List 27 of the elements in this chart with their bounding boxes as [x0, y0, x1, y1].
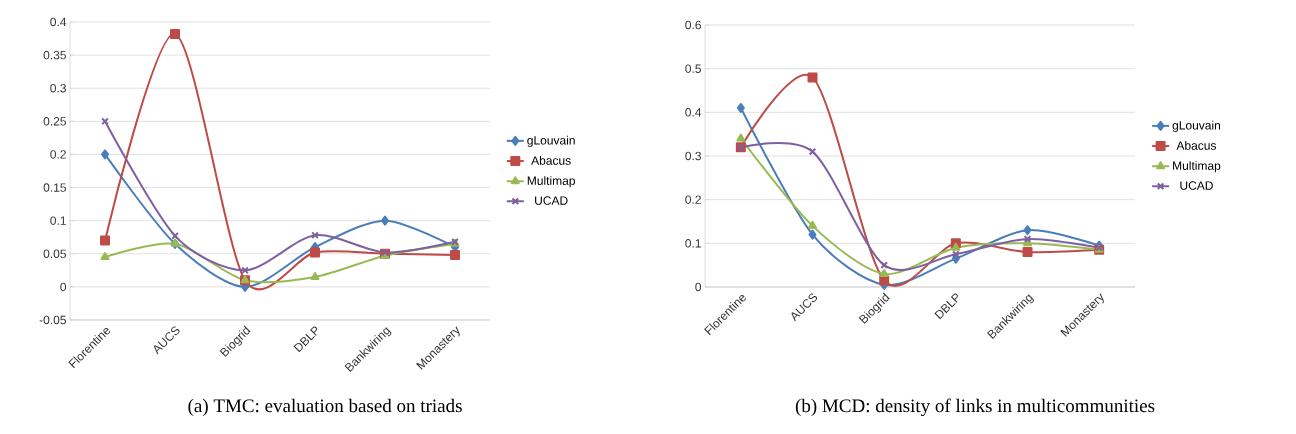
- y-tick-label: 0.2: [685, 195, 701, 204]
- legend-label: Multimap: [1173, 161, 1221, 173]
- y-tick-label: 0.2: [50, 150, 66, 159]
- y-tick-label: 0.1: [685, 239, 701, 248]
- legend-label: UCAD: [535, 196, 568, 205]
- legend-label: Abacus: [531, 155, 571, 165]
- y-tick-label: 0.25: [43, 117, 66, 126]
- legend-label: Abacus: [1176, 140, 1217, 150]
- legend-label: UCAD: [1180, 181, 1213, 190]
- y-tick-label: 0.35: [43, 50, 66, 60]
- text: (a) TMC: evaluation based on triads: [188, 398, 462, 417]
- y-tick-label: 0.6: [685, 20, 701, 30]
- y-tick-label: 0.4: [685, 108, 702, 117]
- y-tick-label: 0.3: [685, 151, 701, 161]
- y-tick-label: 0: [695, 282, 702, 292]
- y-tick-label: 0.05: [43, 249, 66, 259]
- y-tick-label: 0: [60, 282, 67, 292]
- y-tick-label: 0.15: [43, 183, 66, 192]
- legend-label: gLouvain: [527, 135, 575, 147]
- y-tick-label: 0.4: [50, 17, 67, 27]
- text: (b) MCD: density of links in multicommunities: [795, 398, 1155, 417]
- y-tick-label: -0.05: [39, 315, 66, 325]
- legend-label: gLouvain: [1172, 120, 1221, 132]
- y-tick-label: 0.3: [50, 83, 66, 93]
- y-tick-label: 0.1: [50, 216, 66, 225]
- legend-label: Multimap: [527, 176, 575, 188]
- y-tick-label: 0.5: [685, 64, 701, 73]
